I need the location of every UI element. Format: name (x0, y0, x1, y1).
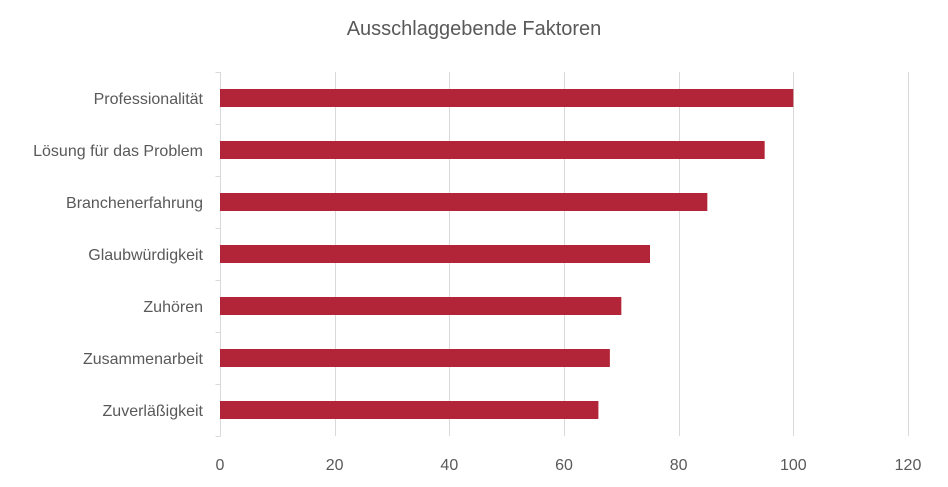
bar (220, 297, 622, 315)
chart-title: Ausschlaggebende Faktoren (346, 18, 602, 40)
category-label: Zuhören (143, 299, 203, 316)
category-label: Professionalität (94, 91, 204, 108)
bar (220, 89, 794, 107)
bar (220, 193, 708, 211)
x-tick-label: 80 (670, 457, 688, 474)
category-label: Glaubwürdigkeit (88, 247, 203, 264)
x-tick-label: 20 (326, 457, 344, 474)
x-tick-label: 120 (895, 457, 922, 474)
bar (220, 141, 765, 159)
category-label: Zuverläßigkeit (103, 403, 204, 420)
x-tick-label: 100 (780, 457, 807, 474)
category-label: Branchenerfahrung (66, 195, 203, 212)
category-label: Zusammenarbeit (83, 351, 204, 368)
x-tick-label: 0 (216, 457, 225, 474)
x-tick-label: 60 (555, 457, 573, 474)
category-label: Lösung für das Problem (33, 143, 203, 160)
bar (220, 349, 610, 367)
x-tick-label: 40 (440, 457, 458, 474)
bar (220, 401, 599, 419)
bar (220, 245, 650, 263)
